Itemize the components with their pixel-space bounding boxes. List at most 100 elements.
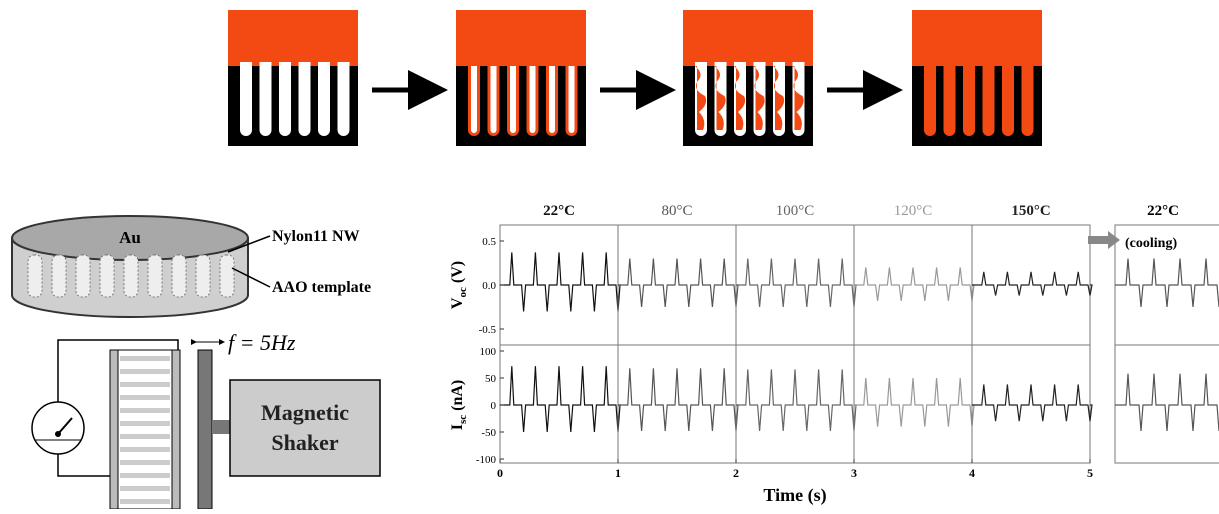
- isc-trace: [736, 369, 857, 431]
- frequency-label: f = 5Hz: [228, 330, 296, 355]
- axis-label-unit: (V): [449, 261, 466, 287]
- isc-trace: [972, 384, 1093, 422]
- temp-label: 22°C: [1147, 203, 1179, 219]
- layer: [120, 434, 170, 439]
- pore: [318, 62, 330, 136]
- nanowire: [147, 254, 163, 298]
- polymer-layer: [683, 10, 813, 66]
- pore: [714, 66, 726, 130]
- shaker-label: Magnetic: [261, 400, 349, 425]
- x-tick-label: 4: [969, 466, 975, 480]
- pore: [695, 66, 707, 130]
- pore: [773, 66, 785, 130]
- arrow: [1088, 231, 1120, 249]
- layer: [120, 473, 170, 478]
- pore: [490, 66, 497, 133]
- axis-label: Isc (nA): [449, 380, 469, 431]
- y-tick-label: 0: [491, 400, 497, 412]
- nanowire: [51, 254, 67, 298]
- nanowire: [195, 254, 211, 298]
- voc-trace: [1115, 258, 1219, 308]
- shaker-label: Shaker: [271, 430, 338, 455]
- x-tick-label: 1: [615, 466, 621, 480]
- y-tick-label: 50: [485, 373, 497, 385]
- frame: [1114, 224, 1219, 464]
- polymer-layer: [912, 10, 1042, 66]
- axis-label-main: V: [449, 297, 466, 309]
- layer: [120, 395, 170, 400]
- pore: [924, 62, 936, 136]
- pore: [240, 62, 252, 136]
- axis-label-unit: (nA): [449, 380, 466, 415]
- pore: [568, 66, 575, 133]
- layer: [120, 356, 170, 361]
- voc-trace: [618, 258, 739, 308]
- layer: [120, 499, 170, 504]
- layer: [120, 486, 170, 491]
- setup-diagram: Magnetic Shaker f = 5Hz: [31, 330, 381, 510]
- pore: [549, 66, 555, 133]
- temp-label: 100°C: [776, 203, 815, 219]
- nanowire: [75, 254, 91, 298]
- temp-label: 80°C: [661, 203, 692, 219]
- nanowire: [171, 254, 187, 298]
- y-tick-label: -50: [481, 427, 496, 439]
- x-axis-label: Time (s): [763, 485, 826, 506]
- pore: [792, 66, 804, 130]
- polymer-layer: [456, 10, 586, 66]
- pore: [510, 66, 516, 133]
- pore: [982, 62, 995, 136]
- voc-trace: [972, 271, 1093, 296]
- nanowire: [123, 254, 139, 298]
- y-tick-label: 100: [480, 346, 497, 358]
- x-tick-label: 3: [851, 466, 857, 480]
- pore: [529, 66, 536, 133]
- layer: [120, 382, 170, 387]
- temp-label: 120°C: [894, 203, 933, 219]
- au-label: Au: [119, 228, 141, 247]
- layer: [120, 369, 170, 374]
- axis-label: Voc (V): [449, 261, 469, 309]
- pore: [1002, 62, 1014, 136]
- voc-trace: [500, 252, 621, 312]
- pore: [734, 66, 746, 130]
- plot: 22°C 80°C 100°C 120°C 150°C 22°C (cooling) 0.5 0…: [449, 203, 1219, 506]
- isc-trace: [1115, 373, 1219, 431]
- frame: [499, 224, 1091, 464]
- aao-label: AAO template: [272, 279, 371, 296]
- pore: [753, 66, 765, 130]
- device-diagram: Au Nylon11 NW AAO template: [11, 215, 371, 318]
- pore: [1021, 62, 1034, 136]
- y-tick-label: 0.0: [482, 280, 496, 292]
- layer: [120, 460, 170, 465]
- voc-trace: [854, 267, 975, 301]
- pore: [337, 62, 350, 136]
- cooling-label: (cooling): [1125, 236, 1177, 251]
- nanowire: [99, 254, 115, 298]
- layer: [120, 447, 170, 452]
- nanowire: [27, 254, 43, 298]
- x-tick-label: 2: [733, 466, 739, 480]
- x-tick-label: 0: [497, 466, 503, 480]
- temp-label: 150°C: [1011, 203, 1050, 219]
- nanowire: [219, 254, 235, 298]
- x-tick-label: 5: [1087, 466, 1093, 480]
- temp-label: 22°C: [543, 203, 575, 219]
- layer: [120, 421, 170, 426]
- y-tick-label: -100: [476, 454, 497, 466]
- axis-label-main: I: [449, 424, 466, 430]
- pore: [471, 66, 477, 133]
- y-tick-label: -0.5: [479, 324, 497, 336]
- isc-trace: [618, 368, 739, 431]
- pore: [298, 62, 311, 136]
- pore: [259, 62, 272, 136]
- polymer-layer: [228, 10, 358, 66]
- pore: [943, 62, 956, 136]
- isc-trace: [500, 366, 621, 433]
- axis-label-sub: sc: [457, 415, 469, 424]
- pore: [279, 62, 291, 136]
- y-tick-label: 0.5: [482, 236, 496, 248]
- pore: [963, 62, 975, 136]
- nw-label: Nylon11 NW: [272, 228, 360, 245]
